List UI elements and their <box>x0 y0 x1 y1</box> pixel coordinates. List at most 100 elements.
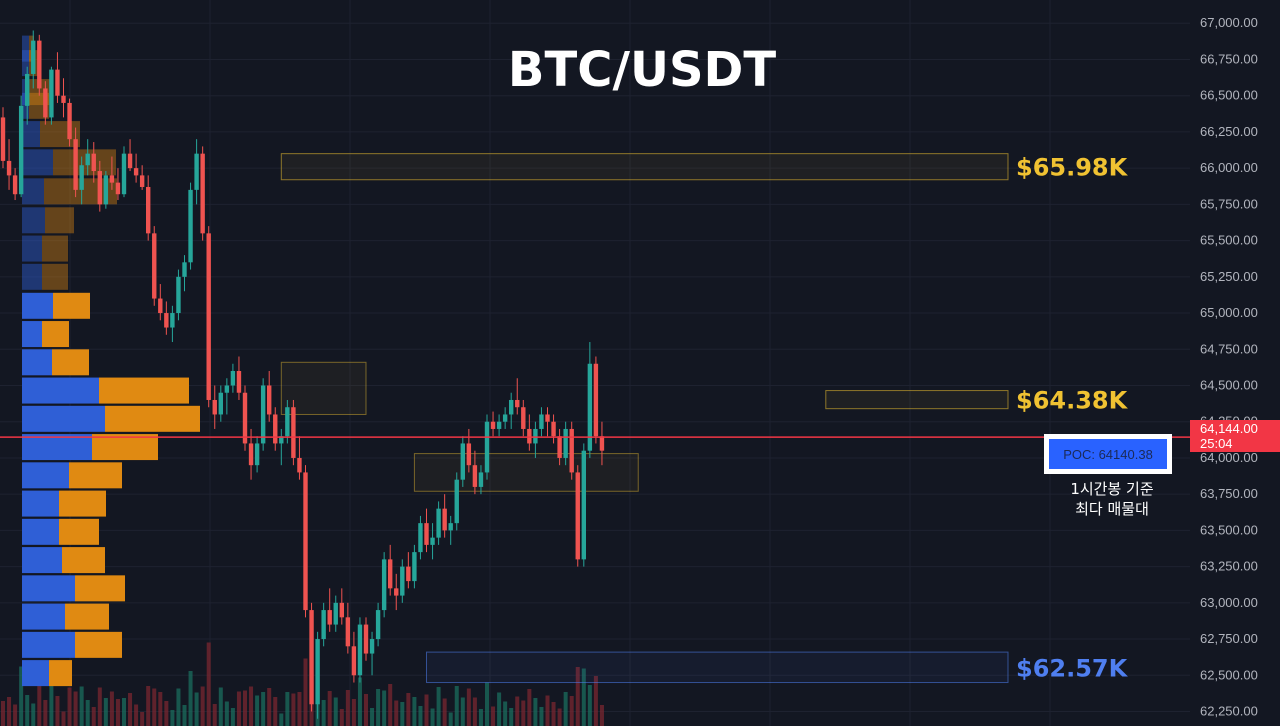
volume-bar <box>249 686 254 726</box>
candle-body <box>581 450 586 560</box>
profile-buy-bar <box>22 349 52 376</box>
y-tick-label: 65,750.00 <box>1200 196 1258 211</box>
candle-body <box>230 371 236 386</box>
candle-body <box>587 363 593 451</box>
volume-bar <box>442 698 447 726</box>
current-price-tag: 64,144.00 25:04 <box>1190 420 1280 452</box>
candle-body <box>218 392 223 415</box>
y-tick-label: 63,500.00 <box>1200 522 1258 537</box>
volume-bar <box>430 708 435 726</box>
volume-bar <box>448 712 453 726</box>
volume-bar <box>285 692 290 726</box>
candle-body <box>418 523 423 553</box>
volume-bar <box>73 691 78 726</box>
candle-body <box>472 465 478 487</box>
candle-body <box>194 153 199 190</box>
candle-body <box>394 588 399 596</box>
volume-bar <box>466 688 471 726</box>
volume-bar <box>25 695 30 726</box>
profile-sell-bar <box>105 405 200 432</box>
profile-buy-bar <box>22 178 44 205</box>
candle-body <box>533 428 538 444</box>
profile-buy-bar <box>22 377 99 404</box>
volume-bar <box>188 671 193 726</box>
volume-bar <box>79 686 84 726</box>
candle-body <box>254 443 260 466</box>
candle-body <box>6 160 12 176</box>
candle-body <box>557 436 562 458</box>
candle-body <box>424 523 429 545</box>
volume-bar <box>388 684 393 726</box>
profile-sell-bar <box>59 518 99 545</box>
candle-body <box>43 88 48 118</box>
profile-buy-bar <box>22 462 69 489</box>
volume-bar <box>575 667 580 726</box>
profile-sell-bar <box>40 121 80 148</box>
candle-body <box>200 153 205 234</box>
y-tick-label: 63,250.00 <box>1200 559 1258 574</box>
zone-label: $62.57K <box>1016 654 1129 682</box>
candle-body <box>545 414 550 422</box>
current-price-value: 64,144.00 <box>1200 421 1258 436</box>
candle-body <box>0 117 6 161</box>
y-tick-label: 66,500.00 <box>1200 88 1258 103</box>
volume-bar <box>200 686 205 726</box>
candle-body <box>79 165 84 190</box>
profile-sell-bar <box>42 321 69 348</box>
volume-bar <box>581 668 586 726</box>
range-box <box>280 361 367 415</box>
zone-labels: $65.98K $64.38K $62.57K <box>1016 154 1129 683</box>
profile-sell-bar <box>59 490 106 517</box>
candle-body <box>31 40 36 74</box>
volume-bar <box>224 701 229 726</box>
candle-body <box>339 602 344 618</box>
candle-body <box>260 385 266 444</box>
profile-sell-bar <box>65 603 109 630</box>
candle-body <box>37 40 42 89</box>
candle-body <box>345 617 351 647</box>
candle-body <box>309 610 314 705</box>
y-tick-label: 66,000.00 <box>1200 160 1258 175</box>
volume-bar <box>1 701 5 726</box>
volume-bar <box>273 697 278 726</box>
volume-bar <box>351 699 356 726</box>
volume-bar <box>515 696 520 726</box>
zone-label: $65.98K <box>1016 154 1129 182</box>
volume-bar <box>91 707 96 726</box>
zone-label: $64.38K <box>1016 387 1129 415</box>
volume-bar <box>97 687 102 726</box>
candle-body <box>363 624 369 654</box>
candle-body <box>539 414 544 429</box>
y-tick-label: 67,000.00 <box>1200 15 1258 30</box>
volume-bar <box>545 695 550 726</box>
volume-bar <box>49 679 54 726</box>
y-tick-label: 63,000.00 <box>1200 595 1258 610</box>
volume-bar <box>491 706 496 726</box>
candle-body <box>146 186 151 234</box>
profile-sell-bar <box>53 292 90 319</box>
profile-buy-bar <box>22 603 65 630</box>
volume-bar <box>218 687 223 726</box>
volume-bar <box>182 705 187 726</box>
candle-body <box>327 610 332 625</box>
volume-bar <box>400 702 405 726</box>
volume-bar <box>551 702 556 726</box>
candle-body <box>515 399 520 408</box>
candle-body <box>273 414 278 444</box>
candle-body <box>12 175 18 195</box>
candle-body <box>430 537 435 545</box>
candle-body <box>303 472 308 611</box>
y-tick-label: 66,250.00 <box>1200 124 1258 139</box>
zone-box <box>280 153 1009 181</box>
volume-bar <box>599 705 604 726</box>
candlesticks <box>0 30 605 719</box>
y-tick-label: 62,750.00 <box>1200 631 1258 646</box>
candle-body <box>478 472 484 487</box>
candle-body <box>527 428 532 444</box>
profile-buy-bar <box>22 631 75 658</box>
candle-body <box>563 428 568 458</box>
volume-bar <box>140 712 145 726</box>
profile-buy-bar <box>22 405 105 432</box>
candle-body <box>236 371 242 393</box>
volume-bar <box>291 693 296 726</box>
